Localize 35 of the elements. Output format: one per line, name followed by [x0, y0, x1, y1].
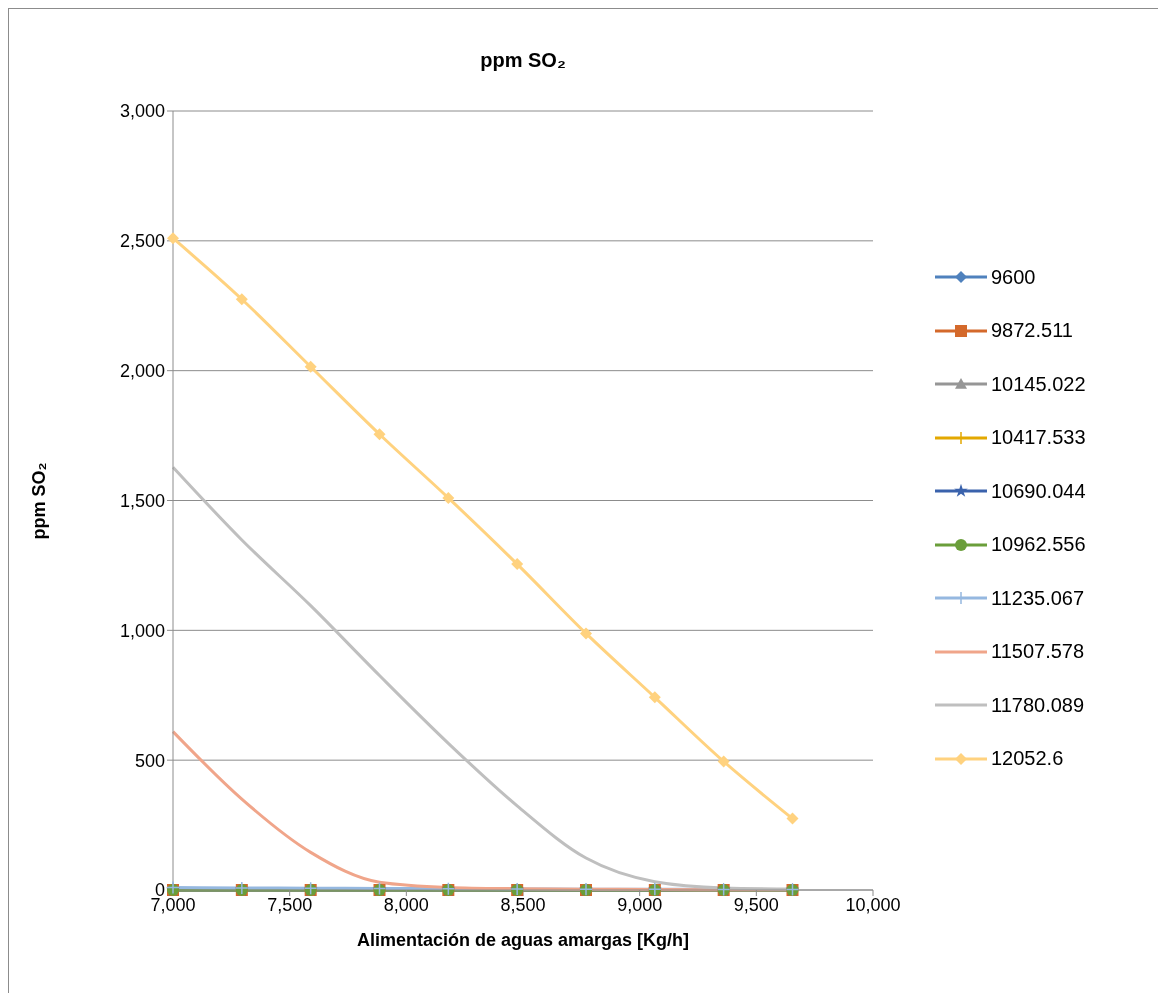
x-tick-label: 7,500	[267, 894, 313, 915]
point	[167, 232, 179, 245]
legend-label: 10145.022	[991, 372, 1086, 396]
y-tick-label: 500	[134, 750, 165, 771]
legend-label: 11235.067	[991, 586, 1085, 610]
y-axis-title: ppm SO₂	[28, 461, 50, 540]
point	[304, 360, 317, 373]
point	[786, 812, 799, 825]
y-tick-label: 1,500	[119, 490, 165, 511]
x-tick-label: 8,000	[383, 894, 429, 915]
y-tick-label: 3,000	[119, 101, 165, 122]
legend-label: 10690.044	[991, 479, 1086, 503]
legend-label: 11780.089	[991, 693, 1085, 717]
chart-title: ppm SO₂	[479, 49, 567, 72]
legend-label: 10417.533	[991, 426, 1086, 450]
legend-label: 9872.511	[991, 319, 1073, 343]
y-tick-label: 2,500	[119, 231, 165, 252]
x-tick-label: 9,500	[733, 894, 779, 915]
legend-label: 9600	[991, 265, 1036, 289]
legend-label: 12052.6	[991, 747, 1064, 771]
point	[442, 491, 455, 504]
x-tick-label: 8,500	[500, 894, 546, 915]
point	[717, 755, 730, 768]
point	[511, 558, 524, 571]
legend-label: 11507.578	[991, 640, 1085, 664]
point	[235, 293, 248, 306]
point	[373, 428, 386, 441]
y-tick-label: 1,000	[119, 620, 165, 641]
x-axis-title: Alimentación de aguas amargas [Kg/h]	[355, 930, 691, 951]
point	[648, 691, 661, 704]
point	[580, 627, 592, 640]
x-tick-label: 9,000	[617, 894, 663, 915]
x-tick-label: 10,000	[845, 894, 901, 915]
legend-label: 10962.556	[991, 533, 1086, 557]
y-tick-label: 2,000	[119, 361, 165, 382]
